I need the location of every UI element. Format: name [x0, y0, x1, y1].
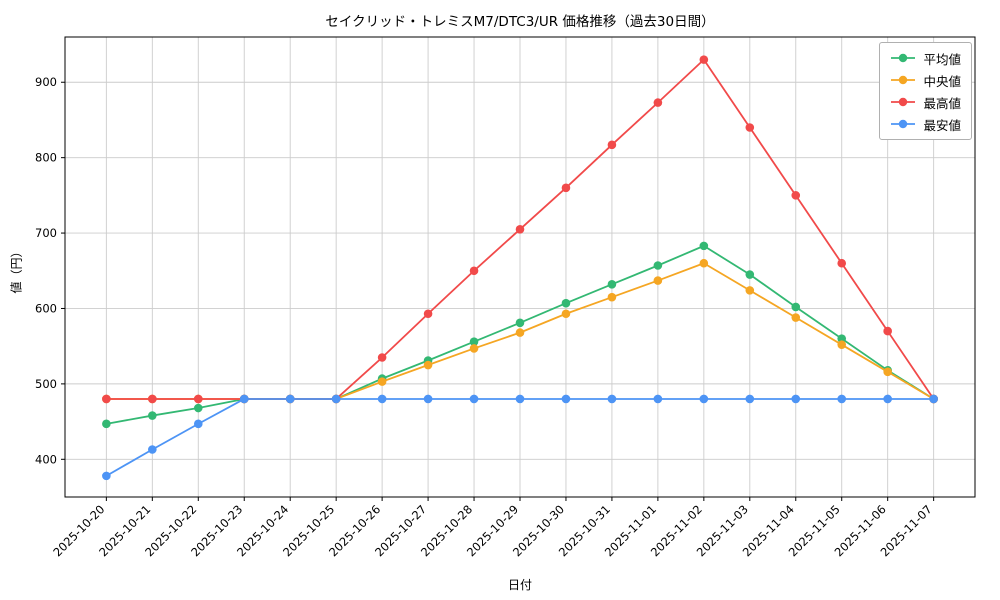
- series-marker-median: [837, 340, 847, 349]
- series-marker-min: [285, 394, 295, 404]
- legend-item-max: 最高値: [890, 93, 961, 111]
- series-marker-avg: [102, 419, 111, 429]
- series-marker-avg: [653, 261, 663, 270]
- series-marker-min: [607, 394, 617, 404]
- series-marker-min: [469, 394, 479, 404]
- series-marker-median: [653, 276, 663, 285]
- series-marker-max: [561, 183, 571, 193]
- legend-item-avg: 平均値: [890, 49, 961, 67]
- y-axis-label: 値（円）: [9, 245, 24, 294]
- series-marker-min: [377, 394, 387, 404]
- legend-label-median: 中央値: [923, 73, 961, 89]
- series-marker-max: [837, 258, 847, 268]
- series-marker-max: [607, 140, 617, 150]
- series-marker-max: [102, 394, 111, 404]
- series-marker-avg: [193, 403, 203, 413]
- series-marker-avg: [607, 280, 617, 289]
- series-marker-median: [423, 360, 433, 370]
- series-marker-avg: [148, 411, 157, 420]
- series-marker-median: [377, 377, 387, 386]
- series-marker-median: [699, 258, 709, 268]
- legend-marker-max: [891, 97, 916, 107]
- legend-label-max: 最高値: [923, 95, 961, 111]
- series-marker-max: [883, 326, 892, 336]
- series-marker-min: [561, 394, 571, 404]
- series-marker-max: [699, 55, 709, 64]
- series-marker-max: [791, 191, 801, 200]
- series-marker-max: [423, 309, 433, 319]
- series-marker-min: [791, 394, 801, 404]
- series-marker-min: [745, 394, 755, 404]
- series-marker-median: [561, 309, 571, 319]
- y-tick-label: 400: [35, 452, 57, 466]
- series-marker-min: [929, 394, 938, 404]
- series-marker-min: [423, 394, 433, 404]
- legend-item-median: 中央値: [890, 71, 961, 89]
- series-marker-median: [469, 344, 479, 353]
- y-tick-label: 700: [35, 226, 57, 240]
- chart-title: セイクリッド・トレミスM7/DTC3/UR 価格推移（過去30日間）: [325, 14, 715, 30]
- legend-item-min: 最安値: [890, 115, 961, 133]
- series-marker-median: [607, 292, 617, 302]
- y-tick-label: 900: [35, 75, 57, 89]
- series-marker-min: [699, 394, 709, 404]
- series-marker-max: [377, 353, 387, 362]
- legend-label-min: 最安値: [923, 117, 961, 133]
- series-marker-median: [791, 313, 801, 322]
- series-marker-min: [653, 394, 663, 404]
- legend-marker-min: [891, 119, 916, 129]
- series-marker-min: [331, 394, 341, 404]
- series-marker-max: [469, 266, 479, 276]
- series-marker-median: [883, 367, 892, 377]
- series-marker-min: [102, 471, 111, 481]
- series-marker-avg: [791, 302, 801, 312]
- series-marker-min: [837, 394, 847, 404]
- series-marker-max: [148, 394, 157, 404]
- series-marker-avg: [561, 298, 571, 308]
- series-marker-avg: [515, 318, 525, 328]
- series-marker-max: [745, 123, 755, 132]
- series-marker-min: [239, 394, 249, 404]
- y-tick-label: 500: [35, 377, 57, 391]
- y-tick-label: 600: [35, 301, 57, 315]
- plot-border: [64, 36, 976, 498]
- series-marker-avg: [745, 270, 755, 279]
- series-marker-min: [883, 394, 892, 404]
- series-marker-avg: [837, 334, 847, 343]
- x-axis-label: 日付: [507, 578, 532, 592]
- series-marker-max: [193, 394, 203, 404]
- legend-label-avg: 平均値: [923, 51, 961, 67]
- series-marker-avg: [469, 337, 479, 346]
- legend-marker-median: [891, 75, 916, 85]
- series-marker-median: [745, 286, 755, 295]
- series-marker-min: [148, 445, 157, 454]
- legend: 平均値中央値最高値最安値: [879, 42, 972, 140]
- series-marker-min: [515, 394, 525, 404]
- series-marker-median: [515, 328, 525, 337]
- series-marker-avg: [699, 241, 709, 251]
- series-marker-min: [193, 419, 203, 429]
- series-marker-max: [515, 224, 525, 234]
- y-tick-label: 800: [35, 151, 57, 165]
- legend-marker-avg: [891, 53, 916, 63]
- series-marker-max: [653, 98, 663, 107]
